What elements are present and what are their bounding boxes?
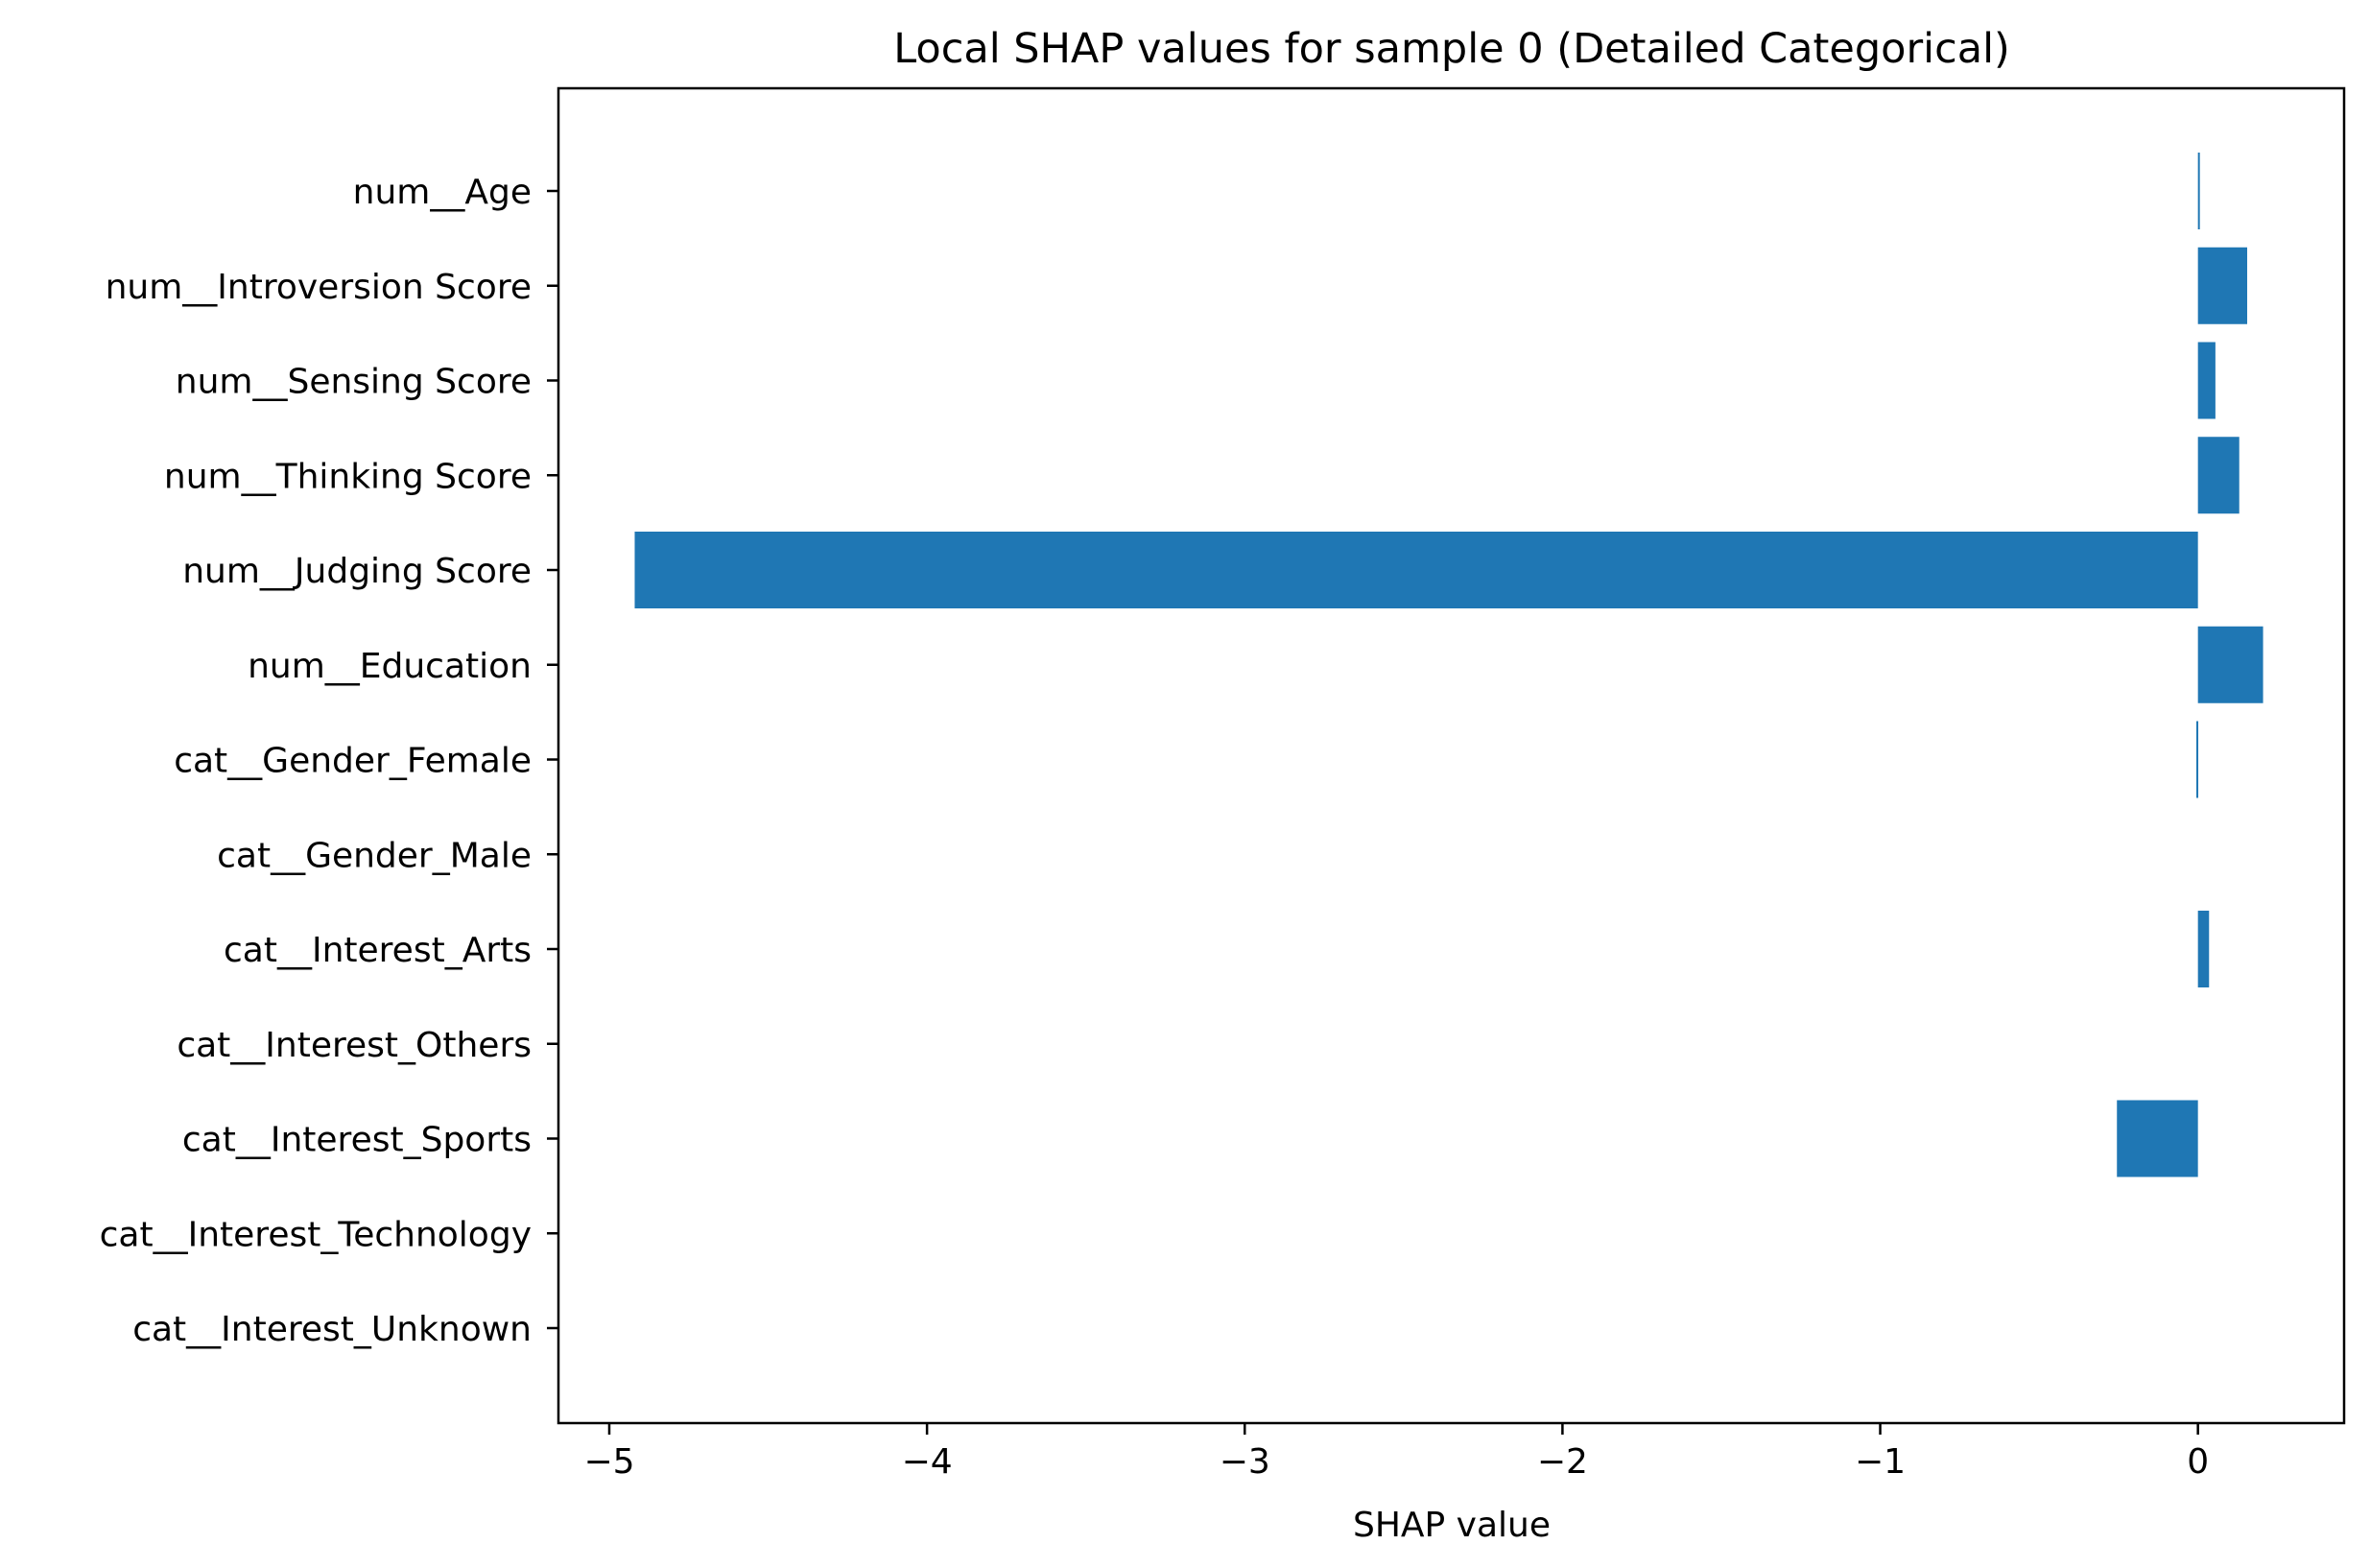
plot-frame [557, 86, 2346, 1425]
x-tick-label: −5 [583, 1442, 634, 1482]
y-tick-label: cat__Interest_Arts [224, 931, 532, 970]
y-tick-label: num__Introversion Score [106, 268, 532, 307]
x-tick-label: 0 [2187, 1442, 2209, 1482]
bars-group [634, 153, 2263, 1177]
chart-title: Local SHAP values for sample 0 (Detailed… [893, 25, 2010, 73]
y-tick-label: cat__Interest_Others [177, 1026, 532, 1065]
bar [2197, 247, 2248, 324]
x-tick-label: −1 [1855, 1442, 1906, 1482]
bar [2197, 437, 2240, 514]
x-axis: −5 −4 −3 −2 −1 0 [583, 1423, 2209, 1482]
x-tick-label: −3 [1220, 1442, 1270, 1482]
y-tick-label: num__Age [353, 173, 532, 212]
y-tick-label: cat__Interest_Unknown [132, 1310, 532, 1349]
y-tick-label: num__Education [248, 647, 532, 686]
bar [2197, 153, 2200, 229]
y-axis: num__Age num__Introversion Score num__Sens… [100, 173, 558, 1349]
x-tick-label: −4 [902, 1442, 953, 1482]
bar [634, 532, 2198, 608]
y-tick-label: cat__Interest_Technology [100, 1215, 532, 1254]
bar [2117, 1100, 2198, 1177]
bar [2197, 342, 2216, 419]
bar [2197, 911, 2210, 987]
y-tick-label: cat__Gender_Female [174, 742, 532, 781]
bar [2196, 721, 2199, 798]
y-tick-label: num__Thinking Score [164, 457, 532, 496]
x-tick-label: −2 [1537, 1442, 1588, 1482]
y-tick-label: num__Sensing Score [176, 363, 532, 402]
y-tick-label: cat__Gender_Male [217, 836, 532, 875]
x-axis-label: SHAP value [1353, 1506, 1551, 1545]
y-tick-label: num__Judging Score [182, 552, 532, 591]
y-tick-label: cat__Interest_Sports [182, 1121, 532, 1160]
bar [2197, 626, 2263, 703]
